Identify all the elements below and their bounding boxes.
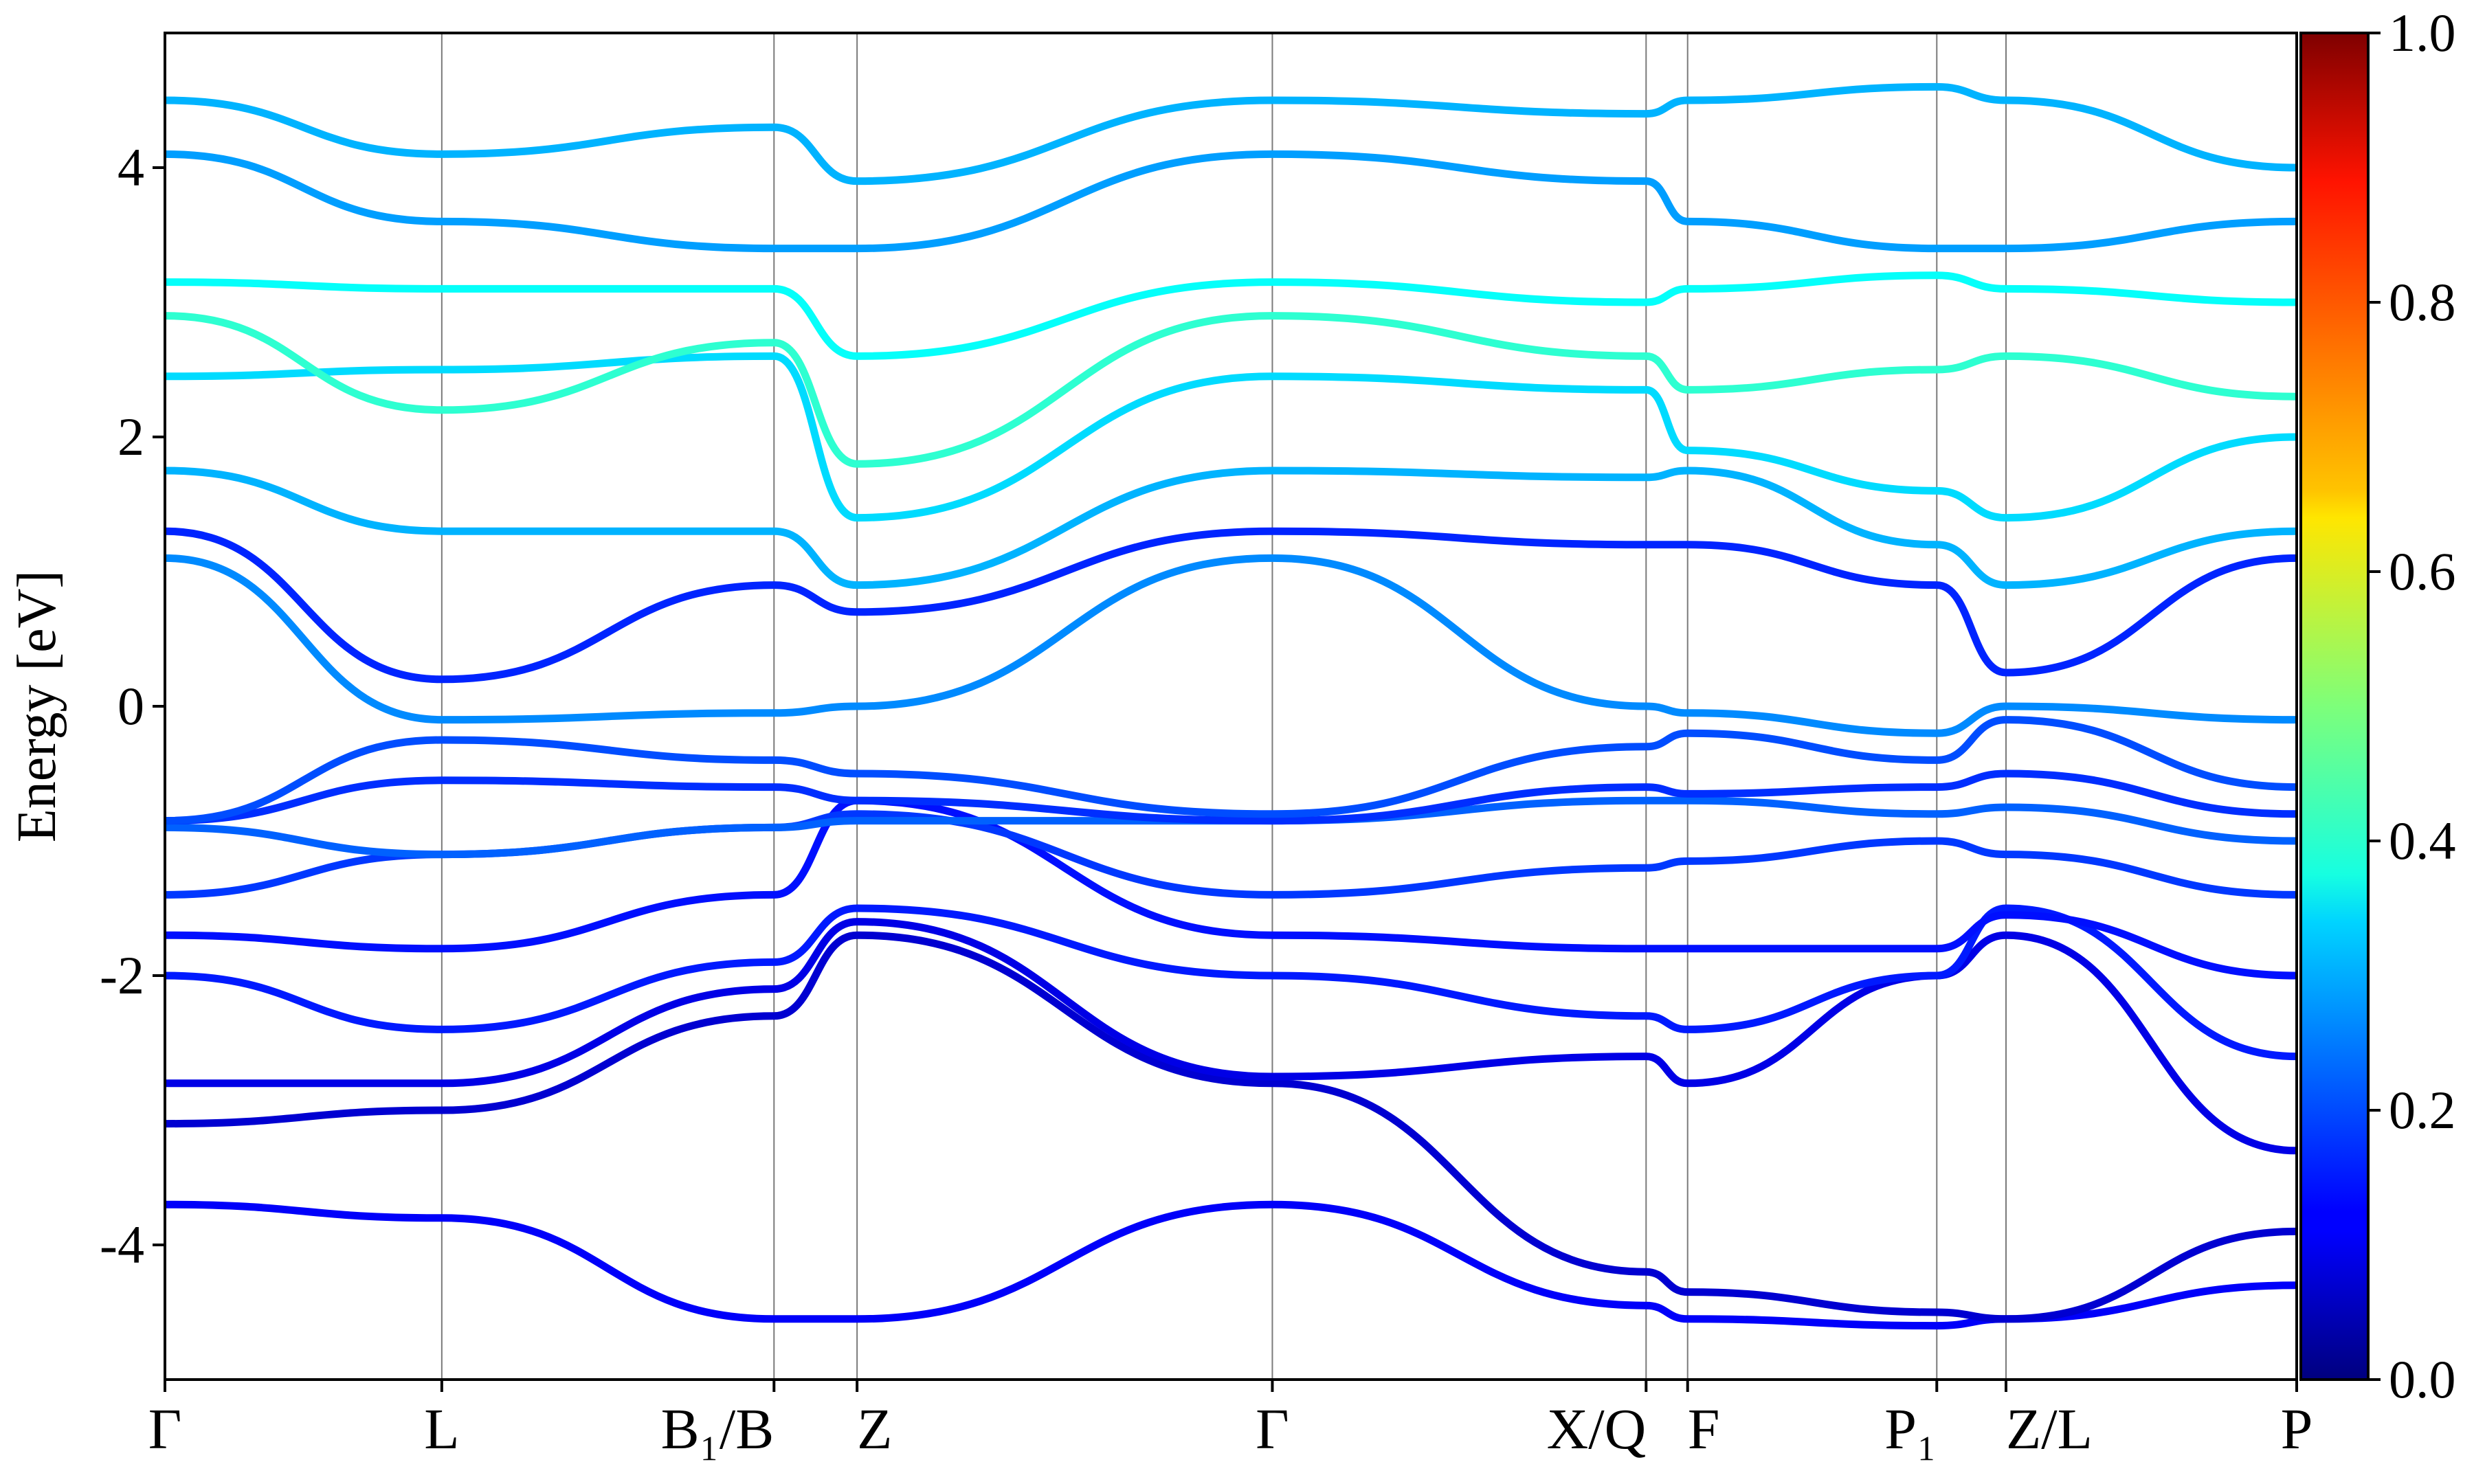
- band-line: [165, 150, 2297, 253]
- x-tick-label: L: [424, 1397, 459, 1461]
- y-tick-label: -4: [100, 1215, 144, 1274]
- band-line: [165, 931, 2297, 1323]
- colorbar-tick-label: 0.2: [2389, 1080, 2456, 1140]
- band-line: [165, 82, 2297, 186]
- band-line: [165, 527, 2297, 684]
- y-axis-label: Energy [eV]: [7, 570, 67, 842]
- x-tick-label: P₁: [1884, 1397, 1937, 1461]
- y-tick-label: 2: [118, 407, 144, 466]
- x-tick-label: F: [1688, 1397, 1720, 1461]
- y-tick-label: 0: [118, 676, 144, 736]
- x-tick-label: Γ: [148, 1397, 182, 1461]
- colorbar-tick-label: 0.4: [2389, 811, 2456, 870]
- x-tick-label: X/Q: [1547, 1397, 1647, 1461]
- band-line: [165, 918, 2297, 1155]
- band-line: [165, 466, 2297, 589]
- colorbar-tick-label: 0.0: [2389, 1349, 2456, 1409]
- band-line: [165, 352, 2297, 522]
- x-tick-label: Z: [857, 1397, 892, 1461]
- band-line: [165, 769, 2297, 825]
- band-line: [165, 716, 2297, 825]
- x-tick-label: Γ: [1256, 1397, 1289, 1461]
- band-line: [165, 312, 2297, 468]
- band-line: [165, 554, 2297, 737]
- band-lines: [165, 82, 2297, 1330]
- colorbar: [2299, 32, 2370, 1381]
- x-tick-label: P: [2281, 1397, 2313, 1461]
- x-tick-label: Z/L: [2006, 1397, 2093, 1461]
- colorbar-ticks: 0.0 0.2 0.4 0.6 0.8 1.0: [2368, 3, 2456, 1409]
- x-tick-label: B₁/B: [661, 1397, 774, 1461]
- colorbar-tick-label: 0.8: [2389, 272, 2456, 332]
- colorbar-tick-label: 1.0: [2389, 3, 2456, 63]
- y-axis-ticks: -4 -2 0 2 4: [100, 137, 165, 1274]
- x-axis-ticks: Γ L B₁/B Z Γ X/Q F P₁ Z/L P: [148, 1380, 2313, 1461]
- y-tick-label: 4: [118, 137, 144, 197]
- colorbar-tick-label: 0.6: [2389, 541, 2456, 601]
- band-line: [165, 271, 2297, 360]
- band-line: [165, 796, 2297, 980]
- y-tick-label: -2: [100, 945, 144, 1005]
- band-line: [165, 1200, 2297, 1330]
